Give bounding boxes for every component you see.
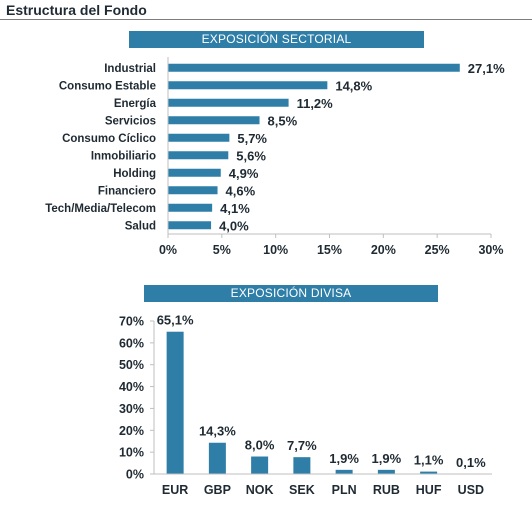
sector-bar — [168, 221, 212, 230]
currency-category-label: USD — [458, 483, 484, 497]
currency-value-label: 1,9% — [372, 451, 402, 466]
currency-chart-title: EXPOSICIÓN DIVISA — [144, 285, 438, 302]
currency-bar — [335, 469, 353, 474]
currency-bar — [293, 457, 311, 474]
sector-value-label: 14,8% — [335, 78, 372, 93]
sector-category-label: Industrial — [104, 63, 156, 75]
title-divider — [0, 19, 532, 20]
sector-value-label: 4,1% — [220, 201, 250, 216]
sector-bar — [168, 81, 328, 90]
page-title: Estructura del Fondo — [6, 2, 147, 18]
sector-bar — [168, 116, 260, 125]
sector-exposure-chart: Industrial 27,1% Consumo Estable 14,8% Energ… — [45, 57, 505, 257]
sector-bar — [168, 186, 218, 195]
sector-category-label: Consumo Cíclico — [62, 133, 156, 145]
currency-category-label: EUR — [162, 483, 188, 497]
sector-value-label: 11,2% — [297, 96, 334, 111]
sector-x-tick-label: 15% — [317, 243, 342, 257]
sector-bar — [168, 151, 229, 160]
sector-bar — [168, 168, 221, 177]
currency-value-label: 14,3% — [199, 424, 236, 439]
currency-category-label: HUF — [416, 483, 442, 497]
sector-x-tick-label: 5% — [213, 243, 231, 257]
currency-y-tick-label: 20% — [119, 424, 144, 438]
sector-category-label: Salud — [125, 220, 156, 232]
sector-category-label: Holding — [113, 168, 156, 180]
currency-category-label: GBP — [204, 483, 231, 497]
sector-x-tick-label: 10% — [263, 243, 288, 257]
sector-category-label: Energía — [114, 98, 157, 110]
currency-y-tick-label: 60% — [119, 336, 144, 350]
sector-category-label: Consumo Estable — [59, 80, 156, 92]
currency-value-label: 1,1% — [414, 453, 444, 468]
currency-y-tick-label: 40% — [119, 380, 144, 394]
sector-value-label: 8,5% — [268, 113, 298, 128]
currency-value-label: 7,7% — [287, 438, 317, 453]
currency-y-tick-label: 70% — [119, 315, 144, 329]
sector-category-label: Inmobiliario — [91, 150, 156, 162]
sector-x-tick-label: 0% — [159, 243, 177, 257]
currency-bar — [166, 331, 184, 474]
sector-bar — [168, 203, 213, 212]
sector-bar — [168, 98, 289, 107]
currency-value-label: 8,0% — [245, 438, 275, 453]
sector-x-tick-label: 20% — [371, 243, 396, 257]
currency-y-tick-label: 10% — [119, 446, 144, 460]
sector-value-label: 5,6% — [236, 148, 266, 163]
currency-value-label: 65,1% — [157, 313, 194, 328]
currency-y-tick-label: 50% — [119, 358, 144, 372]
currency-bar — [251, 456, 269, 474]
sector-chart-title: EXPOSICIÓN SECTORIAL — [129, 31, 424, 48]
currency-bar — [208, 442, 226, 474]
sector-bar — [168, 63, 460, 72]
sector-category-label: Financiero — [98, 185, 156, 197]
currency-y-tick-label: 30% — [119, 402, 144, 416]
currency-category-label: SEK — [289, 483, 315, 497]
sector-value-label: 4,9% — [229, 166, 259, 181]
currency-category-label: RUB — [373, 483, 400, 497]
currency-bar — [377, 469, 395, 474]
sector-value-label: 5,7% — [237, 131, 267, 146]
sector-x-tick-label: 30% — [478, 243, 503, 257]
sector-value-label: 4,6% — [226, 183, 256, 198]
currency-value-label: 1,9% — [329, 451, 359, 466]
currency-value-label: 0,1% — [456, 455, 486, 470]
currency-category-label: PLN — [332, 483, 357, 497]
sector-category-label: Servicios — [105, 115, 156, 127]
sector-value-label: 27,1% — [468, 61, 505, 76]
sector-value-label: 4,0% — [219, 218, 249, 233]
currency-category-label: NOK — [246, 483, 274, 497]
currency-y-tick-label: 0% — [126, 468, 144, 482]
sector-x-tick-label: 25% — [425, 243, 450, 257]
sector-bar — [168, 133, 230, 142]
currency-bar — [420, 471, 438, 474]
sector-category-label: Tech/Media/Telecom — [45, 203, 156, 215]
